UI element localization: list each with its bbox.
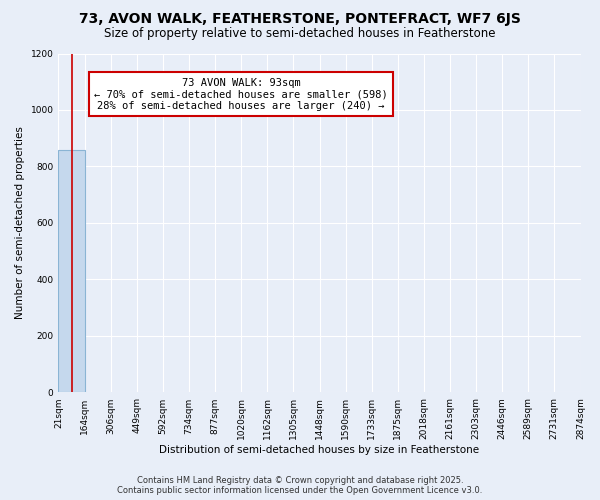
Text: Size of property relative to semi-detached houses in Featherstone: Size of property relative to semi-detach… bbox=[104, 28, 496, 40]
Y-axis label: Number of semi-detached properties: Number of semi-detached properties bbox=[15, 126, 25, 320]
Bar bbox=[58, 150, 85, 392]
Text: Contains HM Land Registry data © Crown copyright and database right 2025.
Contai: Contains HM Land Registry data © Crown c… bbox=[118, 476, 482, 495]
Text: 73 AVON WALK: 93sqm
← 70% of semi-detached houses are smaller (598)
28% of semi-: 73 AVON WALK: 93sqm ← 70% of semi-detach… bbox=[94, 78, 388, 111]
Text: 73, AVON WALK, FEATHERSTONE, PONTEFRACT, WF7 6JS: 73, AVON WALK, FEATHERSTONE, PONTEFRACT,… bbox=[79, 12, 521, 26]
X-axis label: Distribution of semi-detached houses by size in Featherstone: Distribution of semi-detached houses by … bbox=[160, 445, 479, 455]
